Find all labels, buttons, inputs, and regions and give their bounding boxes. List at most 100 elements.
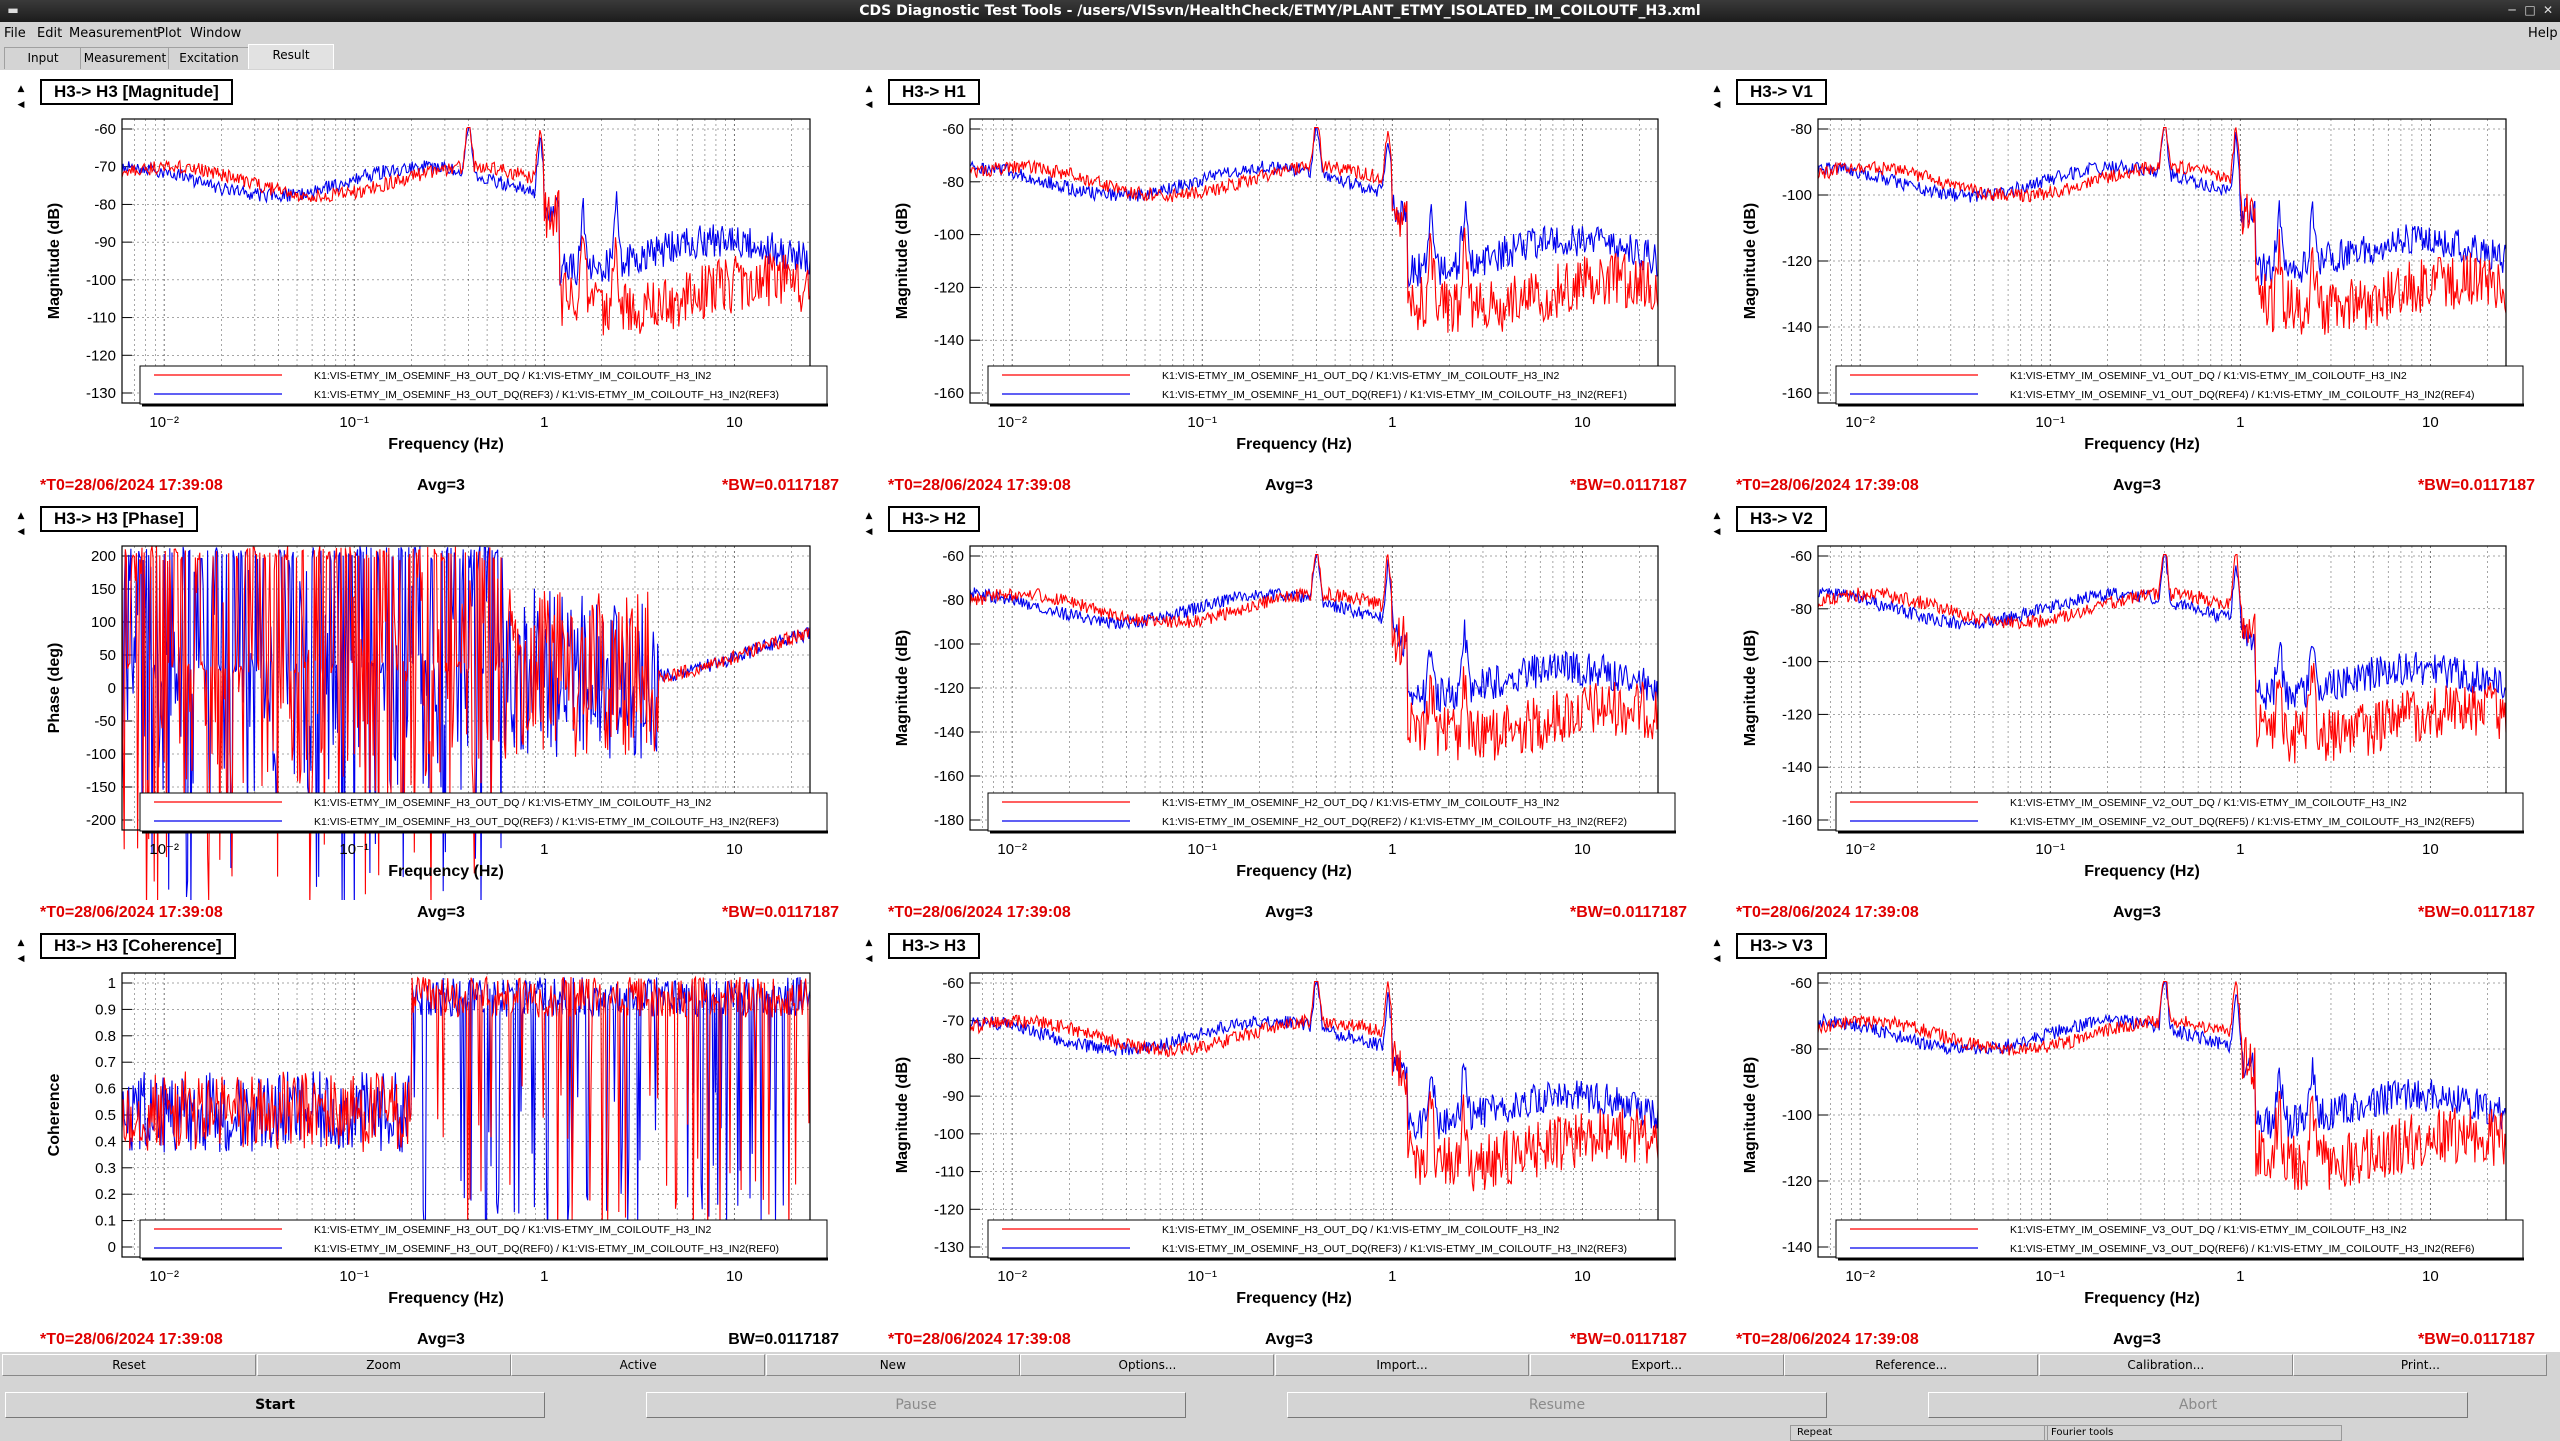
panel-up-arrow-icon[interactable]: ▲	[1713, 938, 1721, 948]
plot-panel[interactable]: ▲ ◀ H3-> H3 [Phase] 200 150 100 50 0 -50 -100 -150…	[5, 500, 853, 927]
menu-window[interactable]: Window	[190, 26, 242, 41]
y-tick-label: -160	[934, 768, 964, 785]
y-tick-label: -80	[942, 174, 964, 191]
panel-up-arrow-icon[interactable]: ▲	[17, 511, 25, 521]
panel-left-arrow-icon[interactable]: ◀	[17, 954, 25, 964]
maximize-icon[interactable]: □	[2524, 3, 2536, 17]
y-tick-label: 0.2	[95, 1186, 116, 1203]
plot-panel[interactable]: ▲ ◀ H3-> H1 -60 -80 -100 -120 -140 -160 K1:VIS-ET…	[853, 73, 1701, 500]
minimize-icon[interactable]: ─	[2508, 3, 2516, 17]
start-button[interactable]: Start	[5, 1392, 545, 1418]
x-tick-label: 10⁻²	[1845, 414, 1875, 431]
x-axis-label: Frequency (Hz)	[2084, 863, 2200, 880]
legend-entry: K1:VIS-ETMY_IM_OSEMINF_V3_OUT_DQ(REF6) /…	[2010, 1243, 2474, 1255]
status-repeat: Repeat	[1790, 1425, 2048, 1441]
window-menu-icon[interactable]: ▬	[7, 3, 19, 17]
plot-canvas[interactable]: -80 -100 -120 -140 -160 K1:VIS-ETMY_IM_OSEMIN…	[1701, 73, 2549, 473]
menu-plot[interactable]: Plot	[157, 26, 182, 41]
y-tick-label: 0.8	[95, 1028, 116, 1045]
plot-panel[interactable]: ▲ ◀ H3-> H2 -60 -80 -100 -120 -140 -160 -180 K1:VI…	[853, 500, 1701, 927]
legend-entry: K1:VIS-ETMY_IM_OSEMINF_V2_OUT_DQ / K1:VI…	[2010, 797, 2407, 809]
plot-button-print[interactable]: Print...	[2293, 1354, 2548, 1376]
live-trace	[969, 553, 1659, 761]
plot-button-options[interactable]: Options...	[1020, 1354, 1275, 1376]
panel-left-arrow-icon[interactable]: ◀	[17, 100, 25, 110]
plot-canvas[interactable]: -60 -80 -100 -120 -140 -160 K1:VIS-ETMY_IM_OSE…	[1701, 500, 2549, 900]
x-tick-label: 10	[726, 1268, 743, 1285]
y-axis-label: Coherence	[46, 1074, 63, 1157]
avg-label: Avg=3	[1265, 904, 1313, 921]
plot-canvas[interactable]: -60 -80 -100 -120 -140 K1:VIS-ETMY_IM_OSEMINF…	[1701, 927, 2549, 1327]
abort-button[interactable]: Abort	[1928, 1392, 2468, 1418]
legend-entry: K1:VIS-ETMY_IM_OSEMINF_H3_OUT_DQ(REF3) /…	[1162, 1243, 1627, 1255]
y-tick-label: -100	[86, 746, 116, 763]
panel-up-arrow-icon[interactable]: ▲	[1713, 511, 1721, 521]
y-tick-label: -60	[942, 548, 964, 565]
panel-left-arrow-icon[interactable]: ◀	[17, 527, 25, 537]
y-tick-label: 1	[108, 975, 116, 992]
panel-up-arrow-icon[interactable]: ▲	[1713, 84, 1721, 94]
plot-button-export[interactable]: Export...	[1529, 1354, 1784, 1376]
tab-result[interactable]: Result	[248, 44, 334, 69]
y-tick-label: 0	[108, 1239, 116, 1256]
window-title: CDS Diagnostic Test Tools - /users/VISsv…	[859, 3, 1701, 19]
pause-button[interactable]: Pause	[646, 1392, 1186, 1418]
plot-title: H3-> V1	[1736, 79, 1827, 105]
panel-up-arrow-icon[interactable]: ▲	[865, 938, 873, 948]
panel-left-arrow-icon[interactable]: ◀	[865, 954, 873, 964]
plot-panel[interactable]: ▲ ◀ H3-> V3 -60 -80 -100 -120 -140 K1:VIS-ETMY_I…	[1701, 927, 2549, 1354]
menu-file[interactable]: File	[4, 26, 26, 41]
plot-canvas[interactable]: -60 -70 -80 -90 -100 -110 -120 -130 K1:VIS-ETMY_…	[5, 73, 853, 473]
plot-button-reference[interactable]: Reference...	[1784, 1354, 2039, 1376]
t0-label: *T0=28/06/2024 17:39:08	[40, 1331, 223, 1348]
y-tick-label: -80	[94, 196, 116, 213]
menu-edit[interactable]: Edit	[37, 26, 63, 41]
tab-excitation[interactable]: Excitation	[168, 47, 250, 69]
y-tick-label: -120	[1782, 1173, 1812, 1190]
y-tick-label: -80	[1790, 121, 1812, 138]
plot-panel[interactable]: ▲ ◀ H3-> H3 -60 -70 -80 -90 -100 -110 -120 -130 K1:…	[853, 927, 1701, 1354]
plot-button-active[interactable]: Active	[511, 1354, 766, 1376]
plot-button-new[interactable]: New	[765, 1354, 1020, 1376]
panel-up-arrow-icon[interactable]: ▲	[17, 84, 25, 94]
legend-box	[987, 792, 1676, 832]
plot-canvas[interactable]: 200 150 100 50 0 -50 -100 -150 -200 K1:VIS-ETMY_I…	[5, 500, 853, 900]
panel-left-arrow-icon[interactable]: ◀	[1713, 100, 1721, 110]
x-tick-label: 1	[2236, 841, 2244, 858]
y-axis-label: Magnitude (dB)	[894, 1057, 911, 1173]
panel-up-arrow-icon[interactable]: ▲	[17, 938, 25, 948]
tab-measurement[interactable]: Measurement	[80, 47, 170, 69]
y-tick-label: -180	[934, 812, 964, 829]
panel-left-arrow-icon[interactable]: ◀	[1713, 954, 1721, 964]
plot-button-import[interactable]: Import...	[1275, 1354, 1529, 1376]
panel-left-arrow-icon[interactable]: ◀	[1713, 527, 1721, 537]
menu-help[interactable]: Help	[2528, 26, 2558, 41]
plot-panel[interactable]: ▲ ◀ H3-> H3 [Magnitude] -60 -70 -80 -90 -100 -11…	[5, 73, 853, 500]
x-axis-label: Frequency (Hz)	[388, 863, 504, 880]
x-tick-label: 10	[2422, 414, 2439, 431]
plot-panel[interactable]: ▲ ◀ H3-> V2 -60 -80 -100 -120 -140 -160 K1:VIS-ET…	[1701, 500, 2549, 927]
menu-measurement[interactable]: Measurement	[69, 26, 159, 41]
avg-label: Avg=3	[2113, 1331, 2161, 1348]
plot-panel[interactable]: ▲ ◀ H3-> H3 [Coherence] 1 0.9 0.8 0.7 0.6 0.5 0.4…	[5, 927, 853, 1354]
y-tick-label: -60	[1790, 548, 1812, 565]
bw-label: *BW=0.0117187	[1570, 1331, 1687, 1348]
y-axis-label: Magnitude (dB)	[46, 203, 63, 319]
plot-canvas[interactable]: 1 0.9 0.8 0.7 0.6 0.5 0.4 0.3 0.2 0.1 0 K1:VIS-ETMY…	[5, 927, 853, 1327]
plot-panel[interactable]: ▲ ◀ H3-> V1 -80 -100 -120 -140 -160 K1:VIS-ETMY_…	[1701, 73, 2549, 500]
plot-button-reset[interactable]: Reset	[2, 1354, 256, 1376]
close-icon[interactable]: ✕	[2542, 3, 2554, 17]
y-tick-label: -120	[1782, 253, 1812, 270]
panel-up-arrow-icon[interactable]: ▲	[865, 84, 873, 94]
plot-canvas[interactable]: -60 -80 -100 -120 -140 -160 -180 K1:VIS-ETMY_IM…	[853, 500, 1701, 900]
panel-left-arrow-icon[interactable]: ◀	[865, 100, 873, 110]
plot-button-calibration[interactable]: Calibration...	[2038, 1354, 2293, 1376]
plot-canvas[interactable]: -60 -80 -100 -120 -140 -160 K1:VIS-ETMY_IM_OSE…	[853, 73, 1701, 473]
tab-input[interactable]: Input	[4, 47, 82, 69]
panel-up-arrow-icon[interactable]: ▲	[865, 511, 873, 521]
resume-button[interactable]: Resume	[1287, 1392, 1827, 1418]
plot-canvas[interactable]: -60 -70 -80 -90 -100 -110 -120 -130 K1:VIS-ETMY_…	[853, 927, 1701, 1327]
plot-button-zoom[interactable]: Zoom	[256, 1354, 511, 1376]
panel-left-arrow-icon[interactable]: ◀	[865, 527, 873, 537]
y-axis-label: Phase (deg)	[46, 643, 63, 734]
